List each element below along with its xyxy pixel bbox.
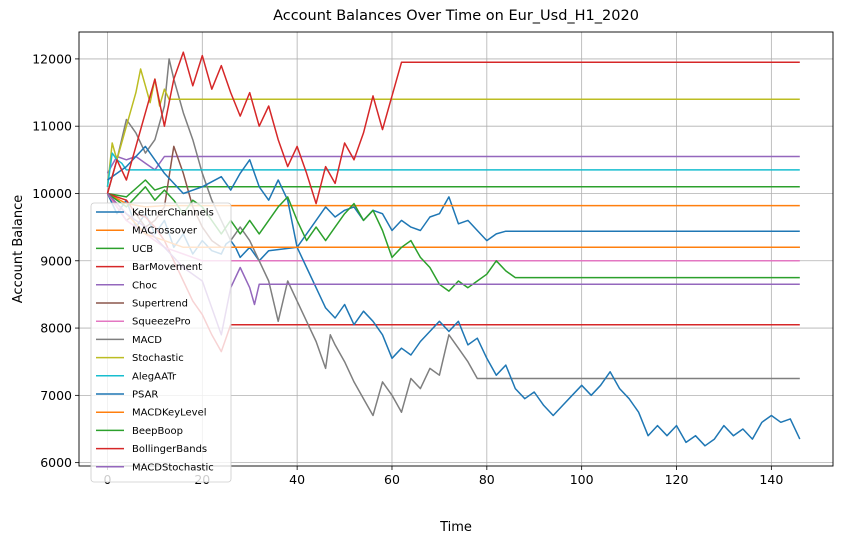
legend-entry: Choc <box>132 280 157 291</box>
series-line-2 <box>107 179 800 198</box>
y-tick-label: 10000 <box>32 186 72 201</box>
legend-entry: MACDStochastic <box>132 462 214 473</box>
series-line-13 <box>106 51 800 205</box>
series-line-9 <box>106 152 800 187</box>
legend-entry: PSAR <box>132 390 158 401</box>
y-tick-label: 9000 <box>40 253 72 268</box>
y-tick-label: 6000 <box>40 455 72 470</box>
legend-entry: Supertrend <box>132 299 188 310</box>
x-tick-label: 40 <box>289 472 305 487</box>
legend-entry: KeltnerChannels <box>132 208 214 219</box>
legend-entry: BarMovement <box>132 262 202 273</box>
x-tick-label: 60 <box>384 472 400 487</box>
series-line-7 <box>106 58 800 417</box>
legend-entry: MACrossover <box>132 226 198 237</box>
series-line-4 <box>106 155 800 174</box>
legend-entry: MACD <box>132 335 162 346</box>
x-axis-label: Time <box>439 520 472 535</box>
legend-entry: BeepBoop <box>132 426 183 437</box>
y-tick-label: 11000 <box>32 119 72 134</box>
series-line-12 <box>107 186 800 292</box>
x-tick-label: 100 <box>570 472 594 487</box>
legend-entry: AlegAATr <box>132 371 177 382</box>
chart-title: Account Balances Over Time on Eur_Usd_H1… <box>273 8 639 24</box>
x-tick-label: 80 <box>479 472 495 487</box>
legend-box <box>90 202 232 483</box>
legend-entry: SqueezePro <box>132 317 191 328</box>
y-axis-label: Account Balance <box>11 195 26 303</box>
x-tick-label: 120 <box>665 472 689 487</box>
y-tick-label: 8000 <box>40 321 72 336</box>
x-tick-label: 140 <box>759 472 783 487</box>
legend-entry: UCB <box>132 244 153 255</box>
plot-frame <box>78 31 834 467</box>
series-line-10 <box>107 145 801 447</box>
y-ticks: 6000 7000 8000 9000 10000 11000 12000 <box>32 51 79 470</box>
y-tick-label: 12000 <box>32 51 72 66</box>
legend-entry: BollingerBands <box>132 444 207 455</box>
legend: KeltnerChannels MACrossover UCB BarMovement… <box>90 202 232 483</box>
legend-entry: MACDKeyLevel <box>132 408 207 419</box>
legend-entry: Stochastic <box>132 353 184 364</box>
y-tick-label: 7000 <box>40 388 72 403</box>
